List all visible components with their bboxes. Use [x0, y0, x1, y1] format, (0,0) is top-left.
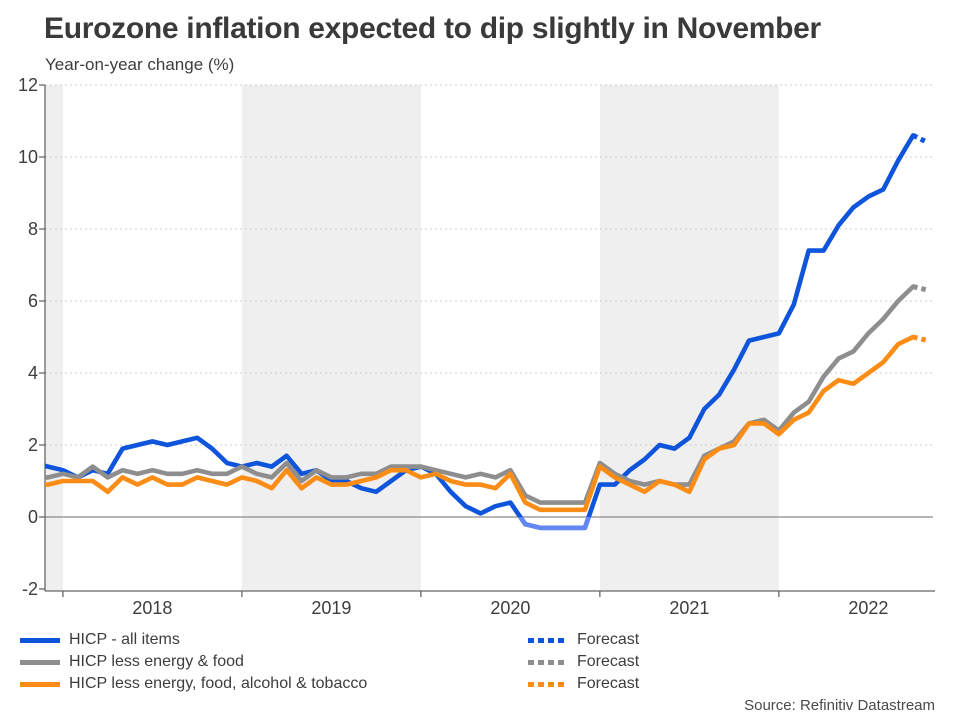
x-tick-label: 2019 — [311, 598, 351, 618]
x-tick-label: 2020 — [490, 598, 530, 618]
legend-row: HICP - all items Forecast — [20, 629, 935, 651]
y-tick-label: 10 — [18, 147, 38, 167]
y-tick-label: 12 — [18, 75, 38, 95]
hicp-all-items-swatch — [20, 637, 60, 643]
y-tick-label: 8 — [28, 219, 38, 239]
legend-label-hicp-less-energy-food: HICP less energy & food — [69, 653, 244, 670]
legend-label-hicp-core: HICP less energy, food, alcohol & tobacc… — [69, 675, 368, 692]
y-tick-label: 4 — [28, 363, 38, 383]
legend-label-forecast-blue: Forecast — [577, 631, 640, 648]
y-tick-label: 6 — [28, 291, 38, 311]
gridlines — [45, 84, 933, 518]
forecast-line-1 — [912, 284, 929, 293]
chart-title: Eurozone inflation expected to dip sligh… — [44, 12, 821, 45]
series-line-0 — [45, 133, 916, 531]
legend-row: HICP less energy & food Forecast — [20, 651, 935, 673]
series-line-2 — [45, 334, 916, 513]
chart-legend: HICP - all items Forecast HICP less ener… — [20, 629, 935, 695]
legend-label-hicp-all-items: HICP - all items — [69, 631, 180, 648]
axis-labels: 12 10 8 6 4 2 0 -2 2018 2019 2020 2021 2022 — [18, 75, 888, 618]
forecast-line-2 — [912, 334, 929, 344]
hicp-less-energy-food-swatch — [20, 659, 60, 665]
source-attribution: Source: Refinitiv Datastream — [744, 697, 935, 714]
forecast-line-0 — [911, 133, 930, 145]
hicp-less-energy-food-forecast-swatch — [528, 659, 568, 665]
year-shading-bands — [45, 85, 779, 591]
legend-label-forecast-gray: Forecast — [577, 653, 640, 670]
x-tick-label: 2018 — [132, 598, 172, 618]
legend-row: HICP less energy, food, alcohol & tobacc… — [20, 673, 935, 695]
chart-subtitle: Year-on-year change (%) — [45, 55, 235, 74]
hicp-core-swatch — [20, 681, 60, 687]
y-tick-label: -2 — [22, 579, 38, 599]
hicp-core-forecast-swatch — [528, 681, 568, 687]
y-tick-label: 2 — [28, 435, 38, 455]
series-line-1 — [45, 284, 916, 505]
legend-label-forecast-orange: Forecast — [577, 675, 640, 692]
hicp-all-items-forecast-swatch — [528, 637, 568, 643]
y-tick-label: 0 — [28, 507, 38, 527]
axes — [39, 84, 935, 597]
x-tick-label: 2022 — [848, 598, 888, 618]
series-lines — [45, 133, 930, 531]
x-tick-label: 2021 — [669, 598, 709, 618]
